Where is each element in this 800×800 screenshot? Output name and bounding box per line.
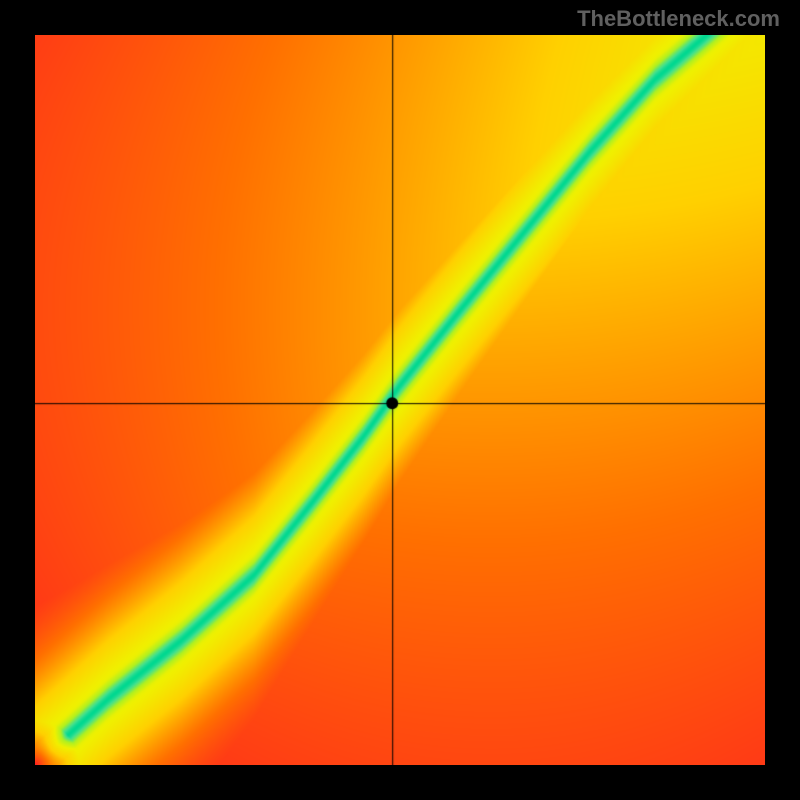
watermark-text: TheBottleneck.com: [577, 6, 780, 32]
chart-container: TheBottleneck.com: [0, 0, 800, 800]
heatmap-plot: [35, 35, 765, 765]
heatmap-canvas: [35, 35, 765, 765]
